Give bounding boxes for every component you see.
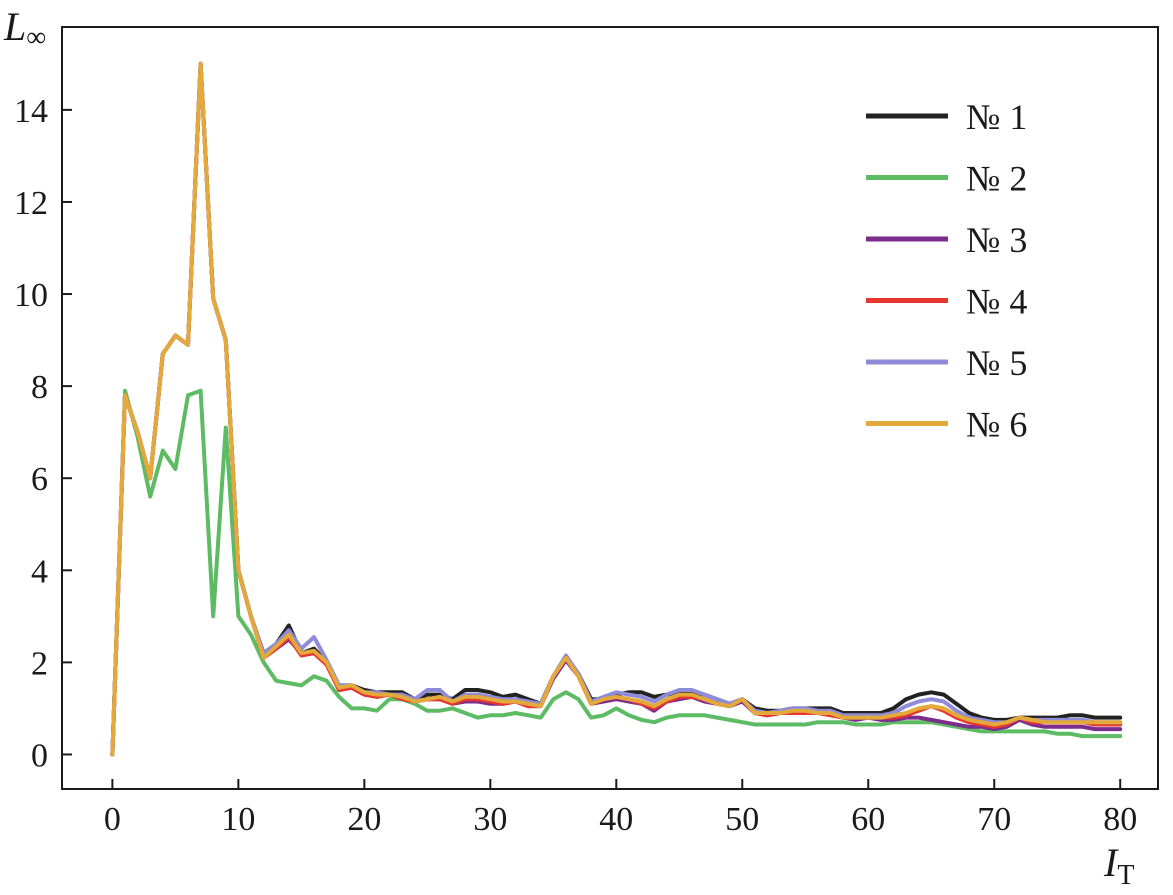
y-tick-label: 2 xyxy=(31,645,48,682)
plot-area xyxy=(110,61,1123,757)
legend-label-3: № 3 xyxy=(966,220,1027,260)
x-axis-title-sub: T xyxy=(1117,860,1134,891)
x-tick-label: 30 xyxy=(473,801,507,838)
series-line-2 xyxy=(110,388,1123,757)
y-tick-label: 8 xyxy=(31,369,48,406)
legend-label-2: № 2 xyxy=(966,159,1027,199)
y-tick-label: 4 xyxy=(31,553,48,590)
series-line-6 xyxy=(110,61,1123,757)
plot-frame xyxy=(61,26,1159,790)
x-axis-title: IT xyxy=(1103,840,1134,891)
y-axis-title: L∞ xyxy=(3,4,46,53)
y-tick-label: 10 xyxy=(14,277,48,314)
x-tick-label: 0 xyxy=(104,801,121,838)
x-tick-label: 60 xyxy=(851,801,885,838)
x-tick-label: 70 xyxy=(977,801,1011,838)
series-line-5 xyxy=(110,61,1123,757)
x-tick-label: 10 xyxy=(221,801,255,838)
x-tick-label: 20 xyxy=(347,801,381,838)
y-axis-title-sub: ∞ xyxy=(26,22,46,53)
y-tick-label: 12 xyxy=(14,185,48,222)
y-axis: 0 2 4 6 8 10 12 14 xyxy=(14,93,72,774)
legend-label-6: № 6 xyxy=(966,405,1027,445)
y-axis-title-main: L xyxy=(3,4,26,49)
x-tick-label: 50 xyxy=(725,801,759,838)
y-tick-label: 0 xyxy=(31,737,48,774)
legend: № 1 № 2 № 3 № 4 № 5 № 6 xyxy=(866,97,1027,445)
legend-label-5: № 5 xyxy=(966,343,1027,383)
x-axis-title-main: I xyxy=(1103,840,1119,885)
x-tick-label: 40 xyxy=(599,801,633,838)
x-tick-label: 80 xyxy=(1103,801,1137,838)
legend-label-4: № 4 xyxy=(966,282,1027,322)
y-tick-label: 6 xyxy=(31,461,48,498)
y-tick-label: 14 xyxy=(14,93,48,130)
x-axis: 0 10 20 30 40 50 60 70 80 xyxy=(104,779,1137,838)
legend-label-1: № 1 xyxy=(966,97,1027,137)
